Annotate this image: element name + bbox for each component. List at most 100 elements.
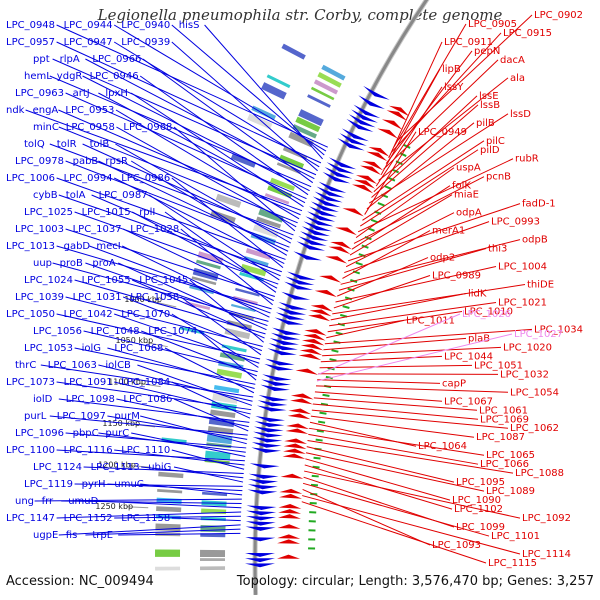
gene-label[interactable]: hemL: [24, 71, 52, 82]
reverse-gene-arrow[interactable]: [282, 453, 306, 459]
feature-band[interactable]: [224, 328, 251, 340]
gene-label[interactable]: pcnB: [486, 172, 511, 183]
forward-gene-arrow[interactable]: [310, 201, 339, 212]
gene-label[interactable]: rlpA: [60, 54, 80, 65]
feature-band[interactable]: [161, 437, 187, 444]
forward-gene-arrow[interactable]: [249, 463, 280, 469]
forward-gene-arrow[interactable]: [278, 301, 308, 310]
gene-label[interactable]: odp2: [430, 253, 455, 264]
gene-label[interactable]: iolCB: [105, 360, 131, 371]
feature-band[interactable]: [185, 301, 211, 310]
feature-band[interactable]: [235, 287, 260, 297]
gene-label[interactable]: LPC_1100: [6, 445, 55, 456]
forward-gene-arrow[interactable]: [247, 484, 278, 490]
feature-band[interactable]: [264, 193, 290, 205]
forward-gene-arrow[interactable]: [248, 473, 279, 479]
gene-label[interactable]: plaB: [468, 333, 490, 344]
gene-label[interactable]: LPC_0911: [444, 37, 493, 48]
gene-label[interactable]: LPC_0963: [15, 88, 64, 99]
reverse-gene-arrow[interactable]: [290, 393, 314, 400]
gene-label[interactable]: umuD: [68, 496, 98, 507]
reverse-gene-arrow[interactable]: [309, 309, 332, 317]
forward-gene-arrow[interactable]: [255, 415, 286, 422]
gene-label[interactable]: iolG: [82, 343, 101, 354]
gene-label[interactable]: LPC_1113: [91, 462, 140, 473]
forward-gene-arrow[interactable]: [303, 221, 332, 232]
gene-label[interactable]: LPC_1092: [522, 513, 571, 524]
forward-gene-arrow[interactable]: [256, 405, 287, 412]
gene-label[interactable]: LPC_1065: [486, 450, 535, 461]
gene-label[interactable]: LPC_0902: [534, 10, 583, 21]
gene-label[interactable]: LPC_0948: [6, 20, 55, 31]
feature-band[interactable]: [204, 450, 231, 461]
gene-label[interactable]: LPC_1037: [73, 224, 122, 235]
gene-label[interactable]: LPC_1087: [476, 432, 525, 443]
gene-label[interactable]: LPC_1064: [418, 441, 467, 452]
forward-gene-arrow[interactable]: [296, 241, 326, 251]
gene-label[interactable]: LPC_0957: [6, 37, 55, 48]
feature-band[interactable]: [317, 72, 342, 88]
reverse-gene-arrow[interactable]: [381, 119, 403, 130]
gene-label[interactable]: LPC_1096: [15, 428, 64, 439]
feature-band[interactable]: [256, 216, 282, 229]
gene-label[interactable]: LPC_1015: [82, 207, 131, 218]
gene-label[interactable]: ydgR: [57, 71, 83, 82]
forward-gene-arrow[interactable]: [298, 236, 327, 246]
gene-label[interactable]: folK: [452, 181, 471, 192]
gene-label[interactable]: LPC_1095: [456, 477, 505, 488]
gene-label[interactable]: LPC_1053: [24, 343, 73, 354]
gene-label[interactable]: proA: [92, 258, 115, 269]
gene-label[interactable]: ndk: [6, 105, 25, 116]
forward-gene-arrow[interactable]: [264, 363, 294, 371]
gene-label[interactable]: LPC_1070: [121, 309, 170, 320]
reverse-gene-arrow[interactable]: [310, 304, 333, 312]
forward-gene-arrow[interactable]: [322, 171, 351, 184]
forward-gene-arrow[interactable]: [312, 196, 341, 208]
feature-band[interactable]: [270, 177, 296, 192]
gene-label[interactable]: purL: [24, 411, 47, 422]
gene-label[interactable]: proB: [60, 258, 83, 269]
forward-gene-arrow[interactable]: [326, 162, 355, 174]
gene-label[interactable]: LPC_1124: [33, 462, 82, 473]
feature-band[interactable]: [200, 549, 226, 558]
reverse-gene-arrow[interactable]: [368, 147, 390, 157]
gene-label[interactable]: lidK: [468, 288, 487, 299]
reverse-gene-arrow[interactable]: [286, 423, 310, 430]
feature-band[interactable]: [310, 86, 335, 101]
gene-label[interactable]: LPC_1119: [24, 479, 73, 490]
feature-band[interactable]: [258, 208, 284, 223]
gene-label[interactable]: LPC_1099: [456, 522, 505, 533]
reverse-gene-arrow[interactable]: [355, 175, 378, 185]
forward-gene-arrow[interactable]: [300, 231, 329, 241]
forward-gene-arrow[interactable]: [284, 281, 313, 290]
forward-gene-arrow[interactable]: [254, 421, 285, 428]
gene-label[interactable]: LPC_1031: [73, 292, 122, 303]
forward-gene-arrow[interactable]: [274, 317, 304, 325]
gene-label[interactable]: ubiG: [148, 462, 171, 473]
forward-gene-arrow[interactable]: [281, 291, 311, 300]
gene-label[interactable]: rpsR: [105, 156, 128, 167]
gene-label[interactable]: gabD: [64, 241, 91, 252]
gene-label[interactable]: rplI: [139, 207, 155, 218]
forward-gene-arrow[interactable]: [245, 526, 276, 531]
gene-label[interactable]: uup: [33, 258, 52, 269]
reverse-gene-arrow[interactable]: [280, 473, 304, 479]
reverse-gene-arrow[interactable]: [301, 338, 325, 346]
gene-label[interactable]: LPC_1102: [454, 504, 503, 515]
gene-label[interactable]: ugpE: [33, 530, 58, 541]
forward-gene-arrow[interactable]: [267, 348, 297, 356]
reverse-gene-arrow[interactable]: [362, 160, 384, 171]
gene-label[interactable]: LPC_0994: [64, 173, 113, 184]
gene-label[interactable]: LPC_1086: [123, 394, 172, 405]
reverse-gene-arrow[interactable]: [278, 504, 302, 509]
forward-gene-arrow[interactable]: [246, 510, 277, 516]
forward-gene-arrow[interactable]: [285, 276, 315, 285]
gene-label[interactable]: LPC_1067: [444, 396, 493, 407]
feature-band[interactable]: [276, 162, 302, 175]
gene-label[interactable]: LPC_1048: [91, 326, 140, 337]
gene-label[interactable]: engA: [33, 105, 59, 116]
gene-label[interactable]: LPC_1058: [130, 292, 179, 303]
forward-gene-arrow[interactable]: [272, 327, 302, 335]
reverse-gene-arrow[interactable]: [279, 493, 302, 499]
reverse-gene-arrow[interactable]: [279, 488, 303, 494]
